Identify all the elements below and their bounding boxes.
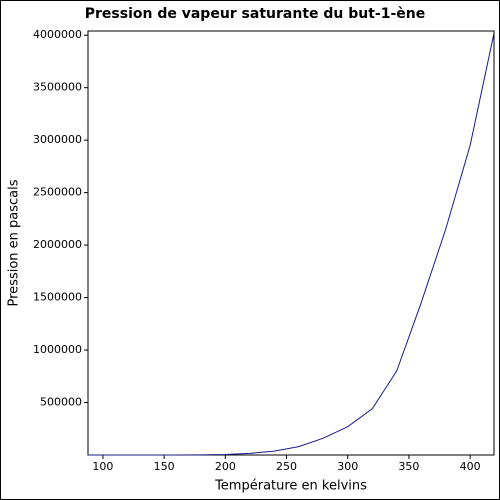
x-tick-label: 300 — [337, 460, 358, 473]
x-tick-label: 100 — [92, 460, 113, 473]
series-line — [88, 32, 495, 456]
y-tick-label: 2000000 — [33, 238, 82, 251]
y-tick-label: 3000000 — [33, 133, 82, 146]
x-tick-label: 400 — [460, 460, 481, 473]
y-tick-label: 1500000 — [33, 291, 82, 304]
y-tick-label: 2500000 — [33, 186, 82, 199]
y-tick-label: 1000000 — [33, 343, 82, 356]
y-tick-label: 500000 — [40, 396, 82, 409]
x-tick-label: 350 — [398, 460, 419, 473]
x-tick-label: 150 — [154, 460, 175, 473]
x-axis-label: Température en kelvins — [214, 479, 367, 494]
x-tick-label: 250 — [276, 460, 297, 473]
chart-title: Pression de vapeur saturante du but-1-èn… — [85, 6, 426, 22]
plot-area — [87, 30, 495, 456]
x-tick-label: 200 — [215, 460, 236, 473]
y-tick-label: 4000000 — [33, 28, 82, 41]
y-tick-label: 3500000 — [33, 81, 82, 94]
y-axis-label: Pression en pascals — [7, 179, 22, 306]
